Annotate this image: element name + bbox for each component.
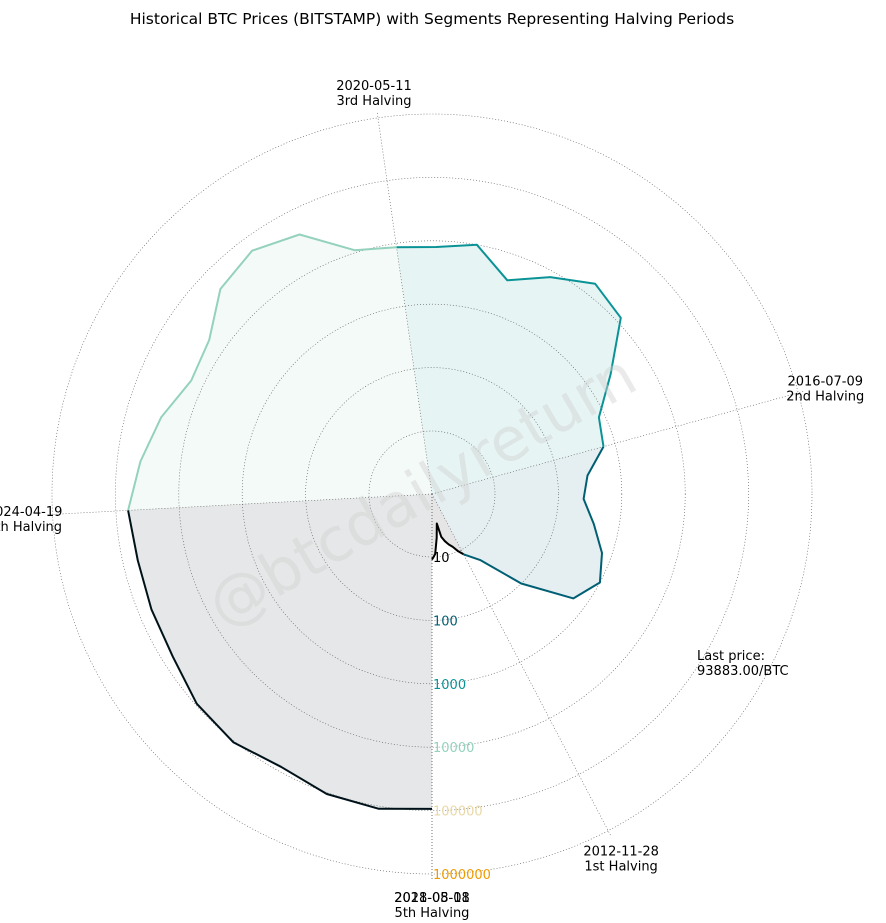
halving-name-label: 3rd Halving (337, 94, 412, 109)
price-series (127, 233, 622, 810)
halving-sector-fill (396, 244, 621, 494)
halving-spoke (431, 390, 805, 495)
halving-name-label: 2nd Halving (786, 389, 864, 404)
radial-tick-label: 1000 (433, 678, 466, 693)
grid-circle (241, 303, 623, 685)
grid-circle (368, 430, 496, 558)
grid-circle (51, 113, 813, 875)
grid-circle (115, 177, 749, 811)
radial-tick-label: 10000 (433, 741, 474, 756)
radial-tick-labels: 10 100 1000 10000 100000 1000000 (433, 551, 491, 883)
price-series-line (396, 243, 622, 447)
halving-date-label: 2028-05-01 (394, 891, 470, 906)
radial-tick-label: 100 (433, 614, 458, 629)
halving-date-label: 2016-07-09 (787, 374, 863, 389)
halving-date-label: 2012-11-28 (583, 845, 659, 860)
halving-sector-fills (128, 234, 621, 809)
radial-tick-label: 10 (433, 551, 450, 566)
halving-name-label: 1st Halving (584, 860, 657, 875)
halving-sector-fill (128, 494, 432, 809)
last-price-annotation: Last price: 93883.00/BTC (697, 649, 789, 679)
halving-sector-fill (432, 494, 464, 560)
price-series-line (127, 233, 397, 511)
halving-sector-fill (432, 446, 604, 599)
chart-title: Historical BTC Prices (BITSTAMP) with Se… (130, 10, 734, 28)
radial-tick-label: 100000 (433, 805, 483, 820)
halving-name-label: 5th Halving (395, 906, 470, 921)
radial-tick-label: 1000000 (433, 868, 491, 883)
halving-spoke (431, 493, 612, 837)
halving-spoke (46, 493, 433, 516)
halving-sector-fill (128, 234, 432, 511)
halving-spokes (46, 111, 805, 880)
grid-circle (178, 240, 686, 748)
halving-name-label: 4th Halving (0, 520, 62, 535)
halving-date-label: 2020-05-11 (336, 79, 412, 94)
price-series-line (463, 446, 605, 600)
halving-spoke (376, 111, 433, 495)
halving-date-label: 2011-08-18 (394, 891, 470, 906)
price-series-line (127, 510, 433, 810)
last-price-value: 93883.00/BTC (697, 664, 789, 679)
last-price-label: Last price: (697, 649, 765, 664)
price-series-line (431, 522, 464, 561)
halving-date-label: 2024-04-19 (0, 505, 62, 520)
